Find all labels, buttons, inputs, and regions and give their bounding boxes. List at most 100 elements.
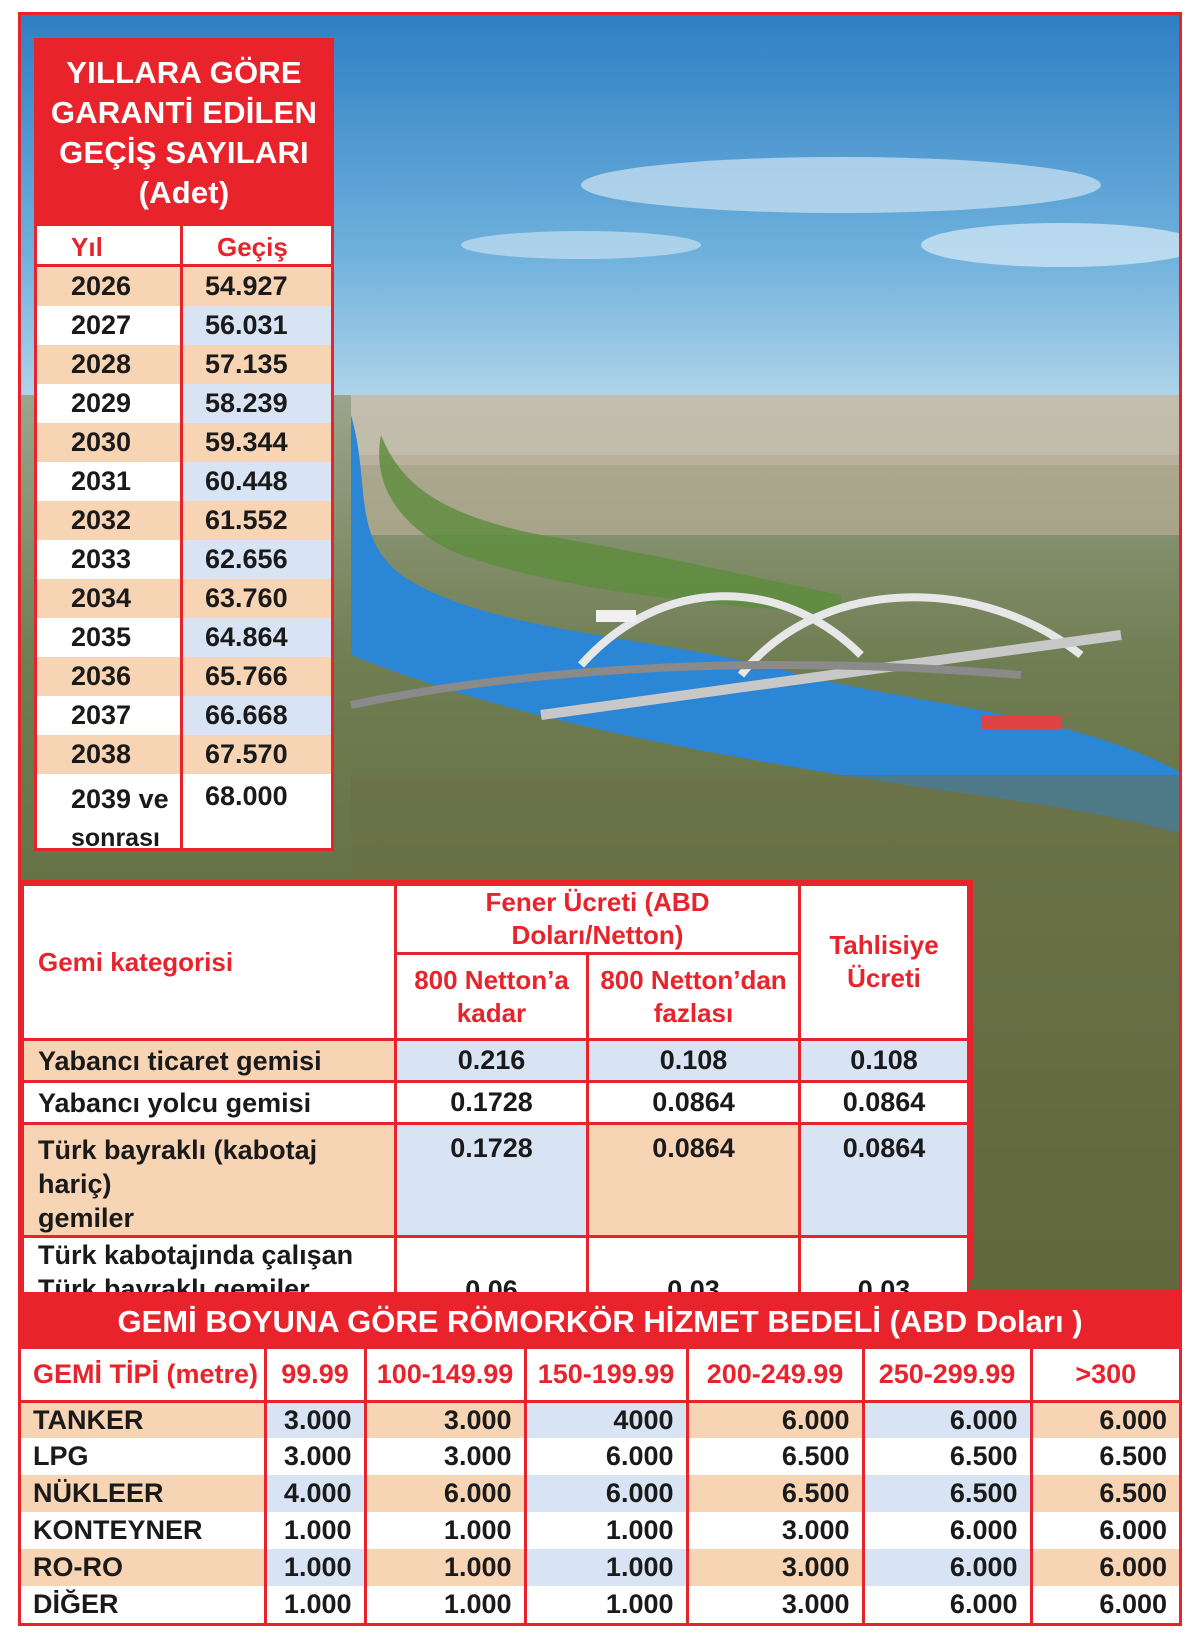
passes-cell: 65.766 xyxy=(183,657,331,696)
label-line: gemiler xyxy=(38,1203,135,1233)
length-header: 99.99 xyxy=(265,1349,367,1403)
length-header: 200-249.99 xyxy=(687,1349,865,1403)
year-cell: 2028 xyxy=(37,345,183,384)
year-cell: 2033 xyxy=(37,540,183,579)
category-cell: Yabancı yolcu gemisi xyxy=(21,1080,397,1125)
title-line: YILLARA GÖRE xyxy=(66,55,302,90)
passes-cell: 54.927 xyxy=(183,267,331,306)
table-row: 2034 63.760 xyxy=(37,579,331,618)
fee-cell: 3.000 xyxy=(265,1401,367,1438)
fee-cell: 3.000 xyxy=(687,1586,865,1623)
passes-cell: 60.448 xyxy=(183,462,331,501)
ship-type-cell: DİĞER xyxy=(21,1586,267,1623)
table-row: Yabancı yolcu gemisi 0.1728 0.0864 0.086… xyxy=(21,1080,970,1125)
table-row: RO-RO 1.000 1.000 1.000 3.000 6.000 6.000 xyxy=(21,1549,1179,1586)
fee-cell: 6.000 xyxy=(525,1438,689,1475)
fee-cell: 6.500 xyxy=(863,1475,1033,1512)
table-row: 2038 67.570 xyxy=(37,735,331,774)
fee-cell: 1.000 xyxy=(265,1549,367,1586)
passes-cell: 67.570 xyxy=(183,735,331,774)
fee-cell: 6.000 xyxy=(365,1475,527,1512)
table-row: TANKER 3.000 3.000 4000 6.000 6.000 6.000 xyxy=(21,1401,1179,1438)
fee-cell: 3.000 xyxy=(687,1512,865,1549)
table-row: LPG 3.000 3.000 6.000 6.500 6.500 6.500 xyxy=(21,1438,1179,1475)
fee-cell: 6.000 xyxy=(863,1586,1033,1623)
fee-cell: 3.000 xyxy=(365,1401,527,1438)
year-cell: 2038 xyxy=(37,735,183,774)
year-line: sonrası xyxy=(71,824,160,852)
year-cell: 2030 xyxy=(37,423,183,462)
value-cell: 0.1728 xyxy=(394,1080,589,1125)
lighthouse-fee-header: Fener Ücreti (ABD Doları/Netton) xyxy=(394,883,801,955)
year-cell: 2026 xyxy=(37,267,183,306)
table-row: 2029 58.239 xyxy=(37,384,331,423)
year-cell: 2039 ve sonrası xyxy=(37,774,183,852)
length-header: >300 xyxy=(1031,1349,1179,1403)
table-row: KONTEYNER 1.000 1.000 1.000 3.000 6.000 6.000 xyxy=(21,1512,1179,1549)
header-line: Ücreti xyxy=(847,963,921,993)
table-row: 2026 54.927 xyxy=(37,267,331,306)
value-cell: 0.0864 xyxy=(798,1122,970,1238)
table-row: 2032 61.552 xyxy=(37,501,331,540)
tugboat-fee-table: GEMİ BOYUNA GÖRE RÖMORKÖR HİZMET BEDELİ … xyxy=(18,1292,1182,1626)
fee-cell: 6.000 xyxy=(863,1512,1033,1549)
fee-cell: 1.000 xyxy=(365,1512,527,1549)
header-line: fazlası xyxy=(653,997,734,1028)
table-row: DİĞER 1.000 1.000 1.000 3.000 6.000 6.000 xyxy=(21,1586,1179,1623)
table-row: 2031 60.448 xyxy=(37,462,331,501)
fee-cell: 6.500 xyxy=(687,1438,865,1475)
category-cell: Türk kabotajında çalışan Türk bayraklı g… xyxy=(21,1235,397,1315)
value-cell: 0.0864 xyxy=(586,1122,801,1238)
passes-cell: 62.656 xyxy=(183,540,331,579)
passes-cell: 57.135 xyxy=(183,345,331,384)
table-row: 2036 65.766 xyxy=(37,657,331,696)
ship-type-cell: LPG xyxy=(21,1438,267,1475)
fee-cell: 6.000 xyxy=(1031,1401,1179,1438)
fee-cell: 6.000 xyxy=(1031,1549,1179,1586)
fee-cell: 4000 xyxy=(525,1401,689,1438)
ship-type-header: GEMİ TİPİ (metre) xyxy=(21,1349,267,1403)
fee-cell: 6.500 xyxy=(1031,1475,1179,1512)
year-cell: 2031 xyxy=(37,462,183,501)
header-line: kadar xyxy=(456,997,527,1028)
category-cell: Türk bayraklı (kabotaj hariç) gemiler xyxy=(21,1122,397,1238)
fee-cell: 1.000 xyxy=(525,1549,689,1586)
passes-cell: 63.760 xyxy=(183,579,331,618)
table-row: Türk bayraklı (kabotaj hariç) gemiler 0.… xyxy=(21,1122,970,1238)
category-header: Gemi kategorisi xyxy=(21,883,397,1041)
length-header: 150-199.99 xyxy=(525,1349,689,1403)
passes-cell: 66.668 xyxy=(183,696,331,735)
passes-cell: 58.239 xyxy=(183,384,331,423)
ship-type-cell: RO-RO xyxy=(21,1549,267,1586)
fee-cell: 6.000 xyxy=(687,1401,865,1438)
table-row: 2030 59.344 xyxy=(37,423,331,462)
fee-cell: 1.000 xyxy=(525,1586,689,1623)
fee-cell: 1.000 xyxy=(365,1549,527,1586)
value-cell: 0.0864 xyxy=(798,1080,970,1125)
passes-cell: 59.344 xyxy=(183,423,331,462)
year-cell: 2035 xyxy=(37,618,183,657)
label-line: Türk bayraklı (kabotaj hariç) xyxy=(38,1135,318,1199)
year-cell: 2034 xyxy=(37,579,183,618)
table-row: 2028 57.135 xyxy=(37,345,331,384)
year-cell: 2027 xyxy=(37,306,183,345)
header-line: 800 Netton’dan xyxy=(600,964,787,995)
year-cell: 2032 xyxy=(37,501,183,540)
up-to-800-header: 800 Netton’a kadar xyxy=(394,952,589,1041)
fee-cell: 6.000 xyxy=(863,1549,1033,1586)
title-line: GARANTİ EDİLEN xyxy=(50,95,318,130)
ship-type-cell: NÜKLEER xyxy=(21,1475,267,1512)
value-cell: 0.216 xyxy=(394,1038,589,1083)
table-row: 2037 66.668 xyxy=(37,696,331,735)
fee-cell: 3.000 xyxy=(687,1549,865,1586)
fee-cell: 1.000 xyxy=(265,1586,367,1623)
length-header: 100-149.99 xyxy=(365,1349,527,1403)
value-cell: 0.1728 xyxy=(394,1122,589,1238)
fee-cell: 1.000 xyxy=(525,1512,689,1549)
table-header-row: Yıl Geçiş xyxy=(37,223,331,267)
ship-type-cell: KONTEYNER xyxy=(21,1512,267,1549)
fee-cell: 6.000 xyxy=(1031,1586,1179,1623)
year-cell: 2029 xyxy=(37,384,183,423)
value-cell: 0.108 xyxy=(798,1038,970,1083)
over-800-header: 800 Netton’dan fazlası xyxy=(586,952,801,1041)
